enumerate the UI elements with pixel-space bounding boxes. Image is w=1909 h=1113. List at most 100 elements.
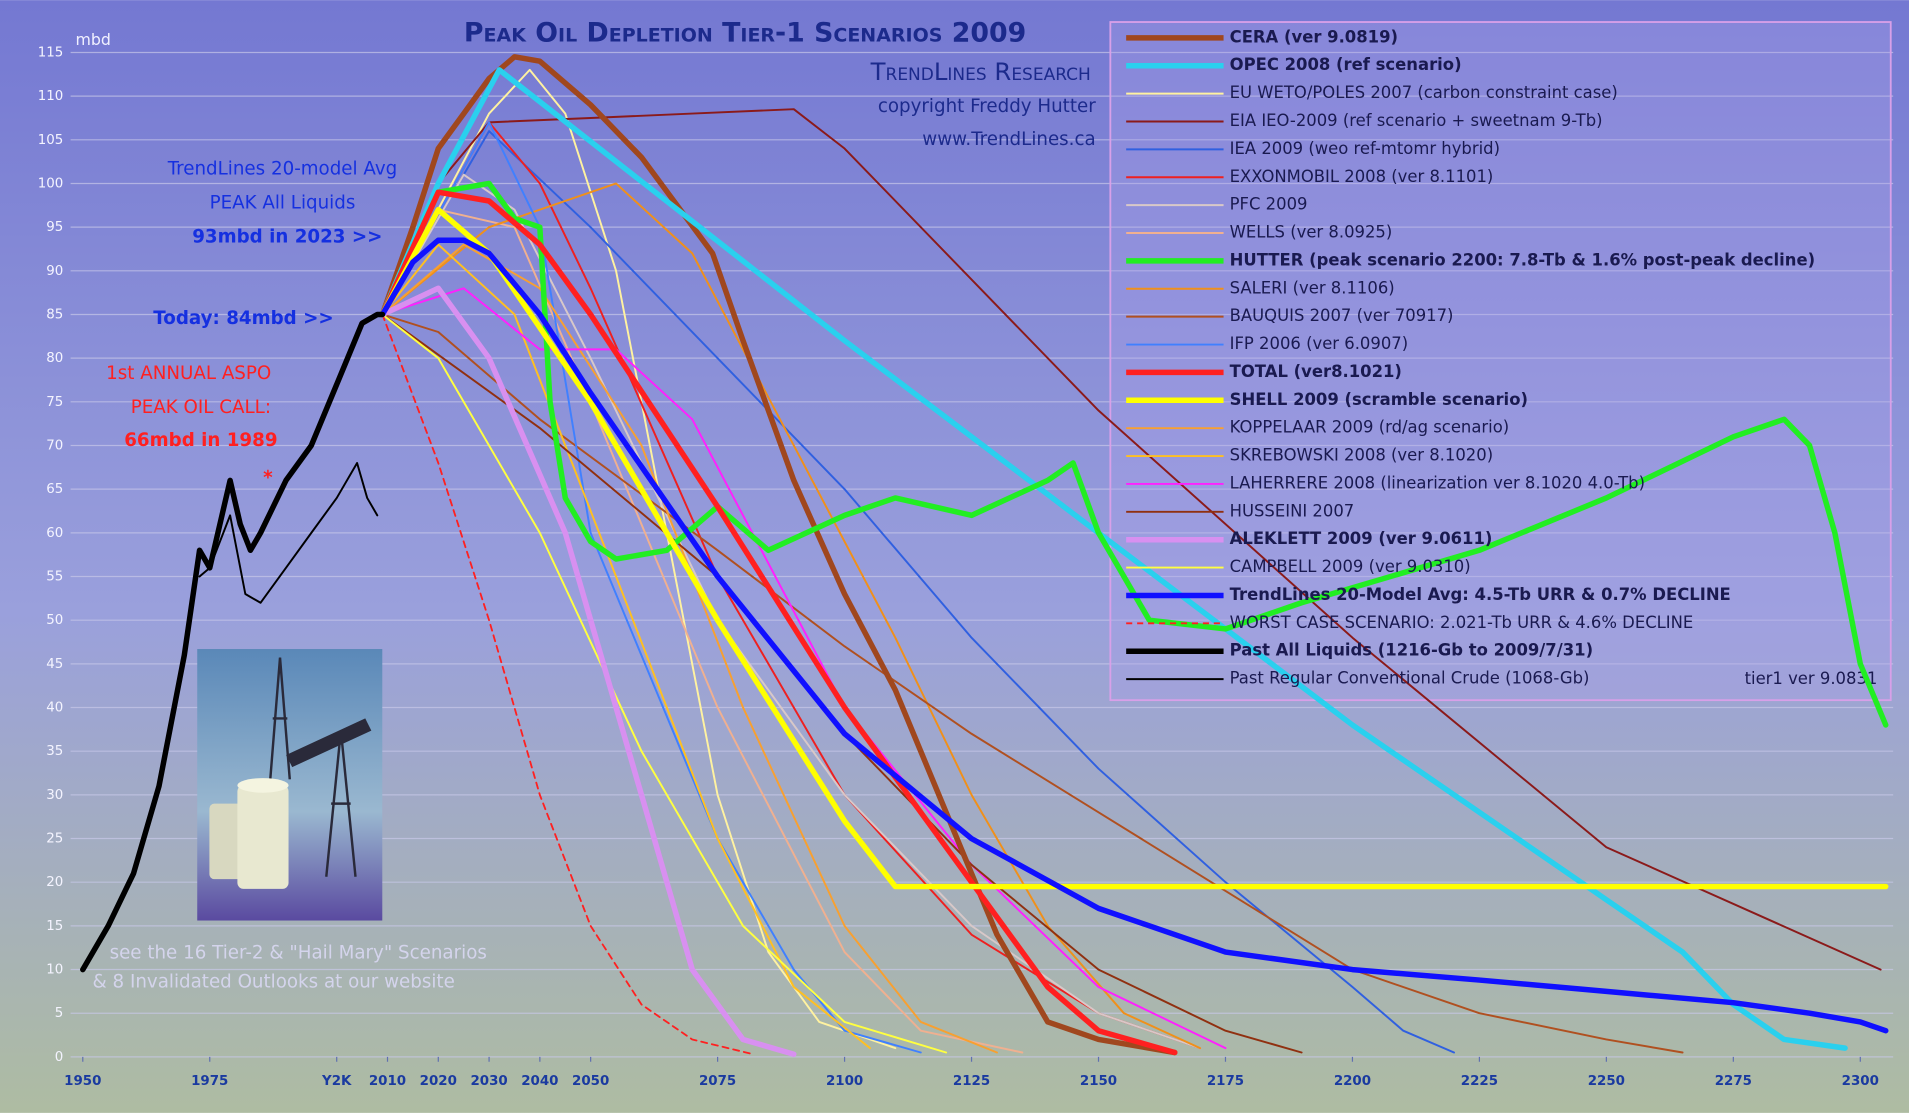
annotation: TrendLines 20-model Avg bbox=[167, 158, 398, 179]
series-line bbox=[381, 313, 1684, 1054]
legend-box bbox=[1109, 21, 1892, 702]
y-tick-label: 20 bbox=[46, 875, 63, 890]
x-tick-label: 2300 bbox=[1842, 1074, 1879, 1089]
y-tick-label: 45 bbox=[46, 657, 63, 672]
x-tick-label: 2020 bbox=[420, 1074, 457, 1089]
y-tick-label: 80 bbox=[46, 351, 63, 366]
legend-label: WORST CASE SCENARIO: 2.021-Tb URR & 4.6%… bbox=[1230, 613, 1694, 632]
legend-label: Past All Liquids (1216-Gb to 2009/7/31) bbox=[1230, 641, 1593, 660]
oil-photo bbox=[197, 649, 383, 921]
y-tick-label: 35 bbox=[46, 744, 63, 759]
x-tick-label: 2040 bbox=[521, 1074, 558, 1089]
y-tick-label: 100 bbox=[38, 176, 64, 191]
legend-label: CERA (ver 9.0819) bbox=[1230, 27, 1398, 46]
y-tick-label: 25 bbox=[46, 832, 63, 847]
legend-label: TrendLines 20-Model Avg: 4.5-Tb URR & 0.… bbox=[1230, 585, 1731, 604]
series-line bbox=[379, 206, 1889, 890]
legend-label: KOPPELAAR 2009 (rd/ag scenario) bbox=[1230, 418, 1510, 437]
y-tick-label: 5 bbox=[55, 1006, 64, 1021]
series-line bbox=[379, 180, 1889, 728]
x-tick-label: 2010 bbox=[369, 1074, 406, 1089]
annotation: PEAK All Liquids bbox=[210, 192, 356, 213]
annotation: & 8 Invalidated Outlooks at our website bbox=[93, 972, 455, 993]
x-tick-label: 2150 bbox=[1080, 1074, 1117, 1089]
x-tick-label: 2050 bbox=[572, 1074, 609, 1089]
y-tick-label: 85 bbox=[46, 307, 63, 322]
x-tick-label: 2225 bbox=[1461, 1074, 1498, 1089]
x-tick-label: 1950 bbox=[64, 1074, 101, 1089]
x-tick-label: 2075 bbox=[699, 1074, 736, 1089]
y-unit: mbd bbox=[75, 30, 110, 49]
series-line bbox=[379, 237, 1889, 1034]
y-tick-label: 0 bbox=[55, 1050, 64, 1065]
series-line bbox=[381, 108, 1882, 971]
y-tick-label: 65 bbox=[46, 482, 63, 497]
y-tick-label: 10 bbox=[46, 963, 63, 978]
legend-label: HUTTER (peak scenario 2200: 7.8-Tb & 1.6… bbox=[1230, 250, 1815, 269]
annotation: * bbox=[263, 468, 273, 489]
y-tick-label: 105 bbox=[38, 133, 64, 148]
legend-label: EXXONMOBIL 2008 (ver 8.1101) bbox=[1230, 167, 1494, 186]
legend-label: SKREBOWSKI 2008 (ver 8.1020) bbox=[1230, 446, 1493, 465]
chart-subtitle: TrendLines Research bbox=[870, 57, 1091, 86]
x-tick-label: 2030 bbox=[470, 1074, 507, 1089]
y-tick-label: 40 bbox=[46, 701, 63, 716]
legend-label: LAHERRERE 2008 (linearization ver 8.1020… bbox=[1230, 473, 1645, 492]
annotation: 66mbd in 1989 bbox=[124, 430, 277, 451]
legend-label: EU WETO/POLES 2007 (carbon constraint ca… bbox=[1230, 83, 1618, 102]
series-line bbox=[80, 311, 386, 973]
legend-label: TOTAL (ver8.1021) bbox=[1230, 362, 1402, 381]
series-line bbox=[381, 313, 755, 1056]
series-line bbox=[379, 189, 1178, 1056]
series-line bbox=[379, 54, 1178, 1056]
series-line bbox=[381, 130, 1456, 1054]
legend-label: EIA IEO-2009 (ref scenario + sweetnam 9-… bbox=[1230, 111, 1603, 130]
annotation: PEAK OIL CALL: bbox=[131, 397, 271, 418]
legend-label: SHELL 2009 (scramble scenario) bbox=[1230, 390, 1528, 409]
legend-label: ALEKLETT 2009 (ver 9.0611) bbox=[1230, 529, 1493, 548]
series-line bbox=[381, 313, 948, 1054]
version-note: tier1 ver 9.0831 bbox=[1745, 669, 1878, 688]
y-tick-label: 115 bbox=[38, 45, 64, 60]
copyright: copyright Freddy Hutter bbox=[878, 96, 1096, 117]
x-tick-label: 2250 bbox=[1588, 1074, 1625, 1089]
annotation: Today: 84mbd >> bbox=[153, 308, 333, 329]
x-tick-label: 2125 bbox=[953, 1074, 990, 1089]
series-line bbox=[381, 182, 1202, 1050]
x-tick-label: Y2K bbox=[321, 1074, 352, 1089]
y-tick-label: 90 bbox=[46, 264, 63, 279]
x-tick-label: 1975 bbox=[191, 1074, 228, 1089]
website: www.TrendLines.ca bbox=[922, 129, 1095, 150]
legend-label: IFP 2006 (ver 6.0907) bbox=[1230, 334, 1408, 353]
legend-label: Past Regular Conventional Crude (1068-Gb… bbox=[1230, 669, 1590, 688]
y-tick-label: 30 bbox=[46, 788, 63, 803]
legend-label: OPEC 2008 (ref scenario) bbox=[1230, 55, 1462, 74]
chart-title: Peak Oil Depletion Tier-1 Scenarios 2009 bbox=[464, 18, 1026, 49]
series-line bbox=[198, 462, 379, 604]
x-tick-label: 2100 bbox=[826, 1074, 863, 1089]
legend-label: CAMPBELL 2009 (ver 9.0310) bbox=[1230, 557, 1471, 576]
series-line bbox=[379, 67, 1848, 1051]
y-tick-label: 50 bbox=[46, 613, 63, 628]
y-tick-label: 95 bbox=[46, 220, 63, 235]
series-line bbox=[381, 243, 871, 1050]
x-tick-label: 2200 bbox=[1334, 1074, 1371, 1089]
y-tick-label: 75 bbox=[46, 395, 63, 410]
legend-label: BAUQUIS 2007 (ver 70917) bbox=[1230, 306, 1454, 325]
legend-label: IEA 2009 (weo ref-mtomr hybrid) bbox=[1230, 139, 1500, 158]
x-tick-label: 2275 bbox=[1715, 1074, 1752, 1089]
y-tick-label: 110 bbox=[38, 89, 64, 104]
y-tick-label: 70 bbox=[46, 438, 63, 453]
x-tick-label: 2175 bbox=[1207, 1074, 1244, 1089]
annotation: 1st ANNUAL ASPO bbox=[106, 363, 271, 384]
annotation: 93mbd in 2023 >> bbox=[192, 227, 382, 248]
y-tick-label: 15 bbox=[46, 919, 63, 934]
legend-label: PFC 2009 bbox=[1230, 195, 1308, 214]
legend-label: WELLS (ver 8.0925) bbox=[1230, 223, 1393, 242]
legend-label: HUSSEINI 2007 bbox=[1230, 501, 1355, 520]
y-tick-label: 60 bbox=[46, 526, 63, 541]
series-line bbox=[381, 287, 1227, 1050]
series-line bbox=[379, 285, 797, 1057]
